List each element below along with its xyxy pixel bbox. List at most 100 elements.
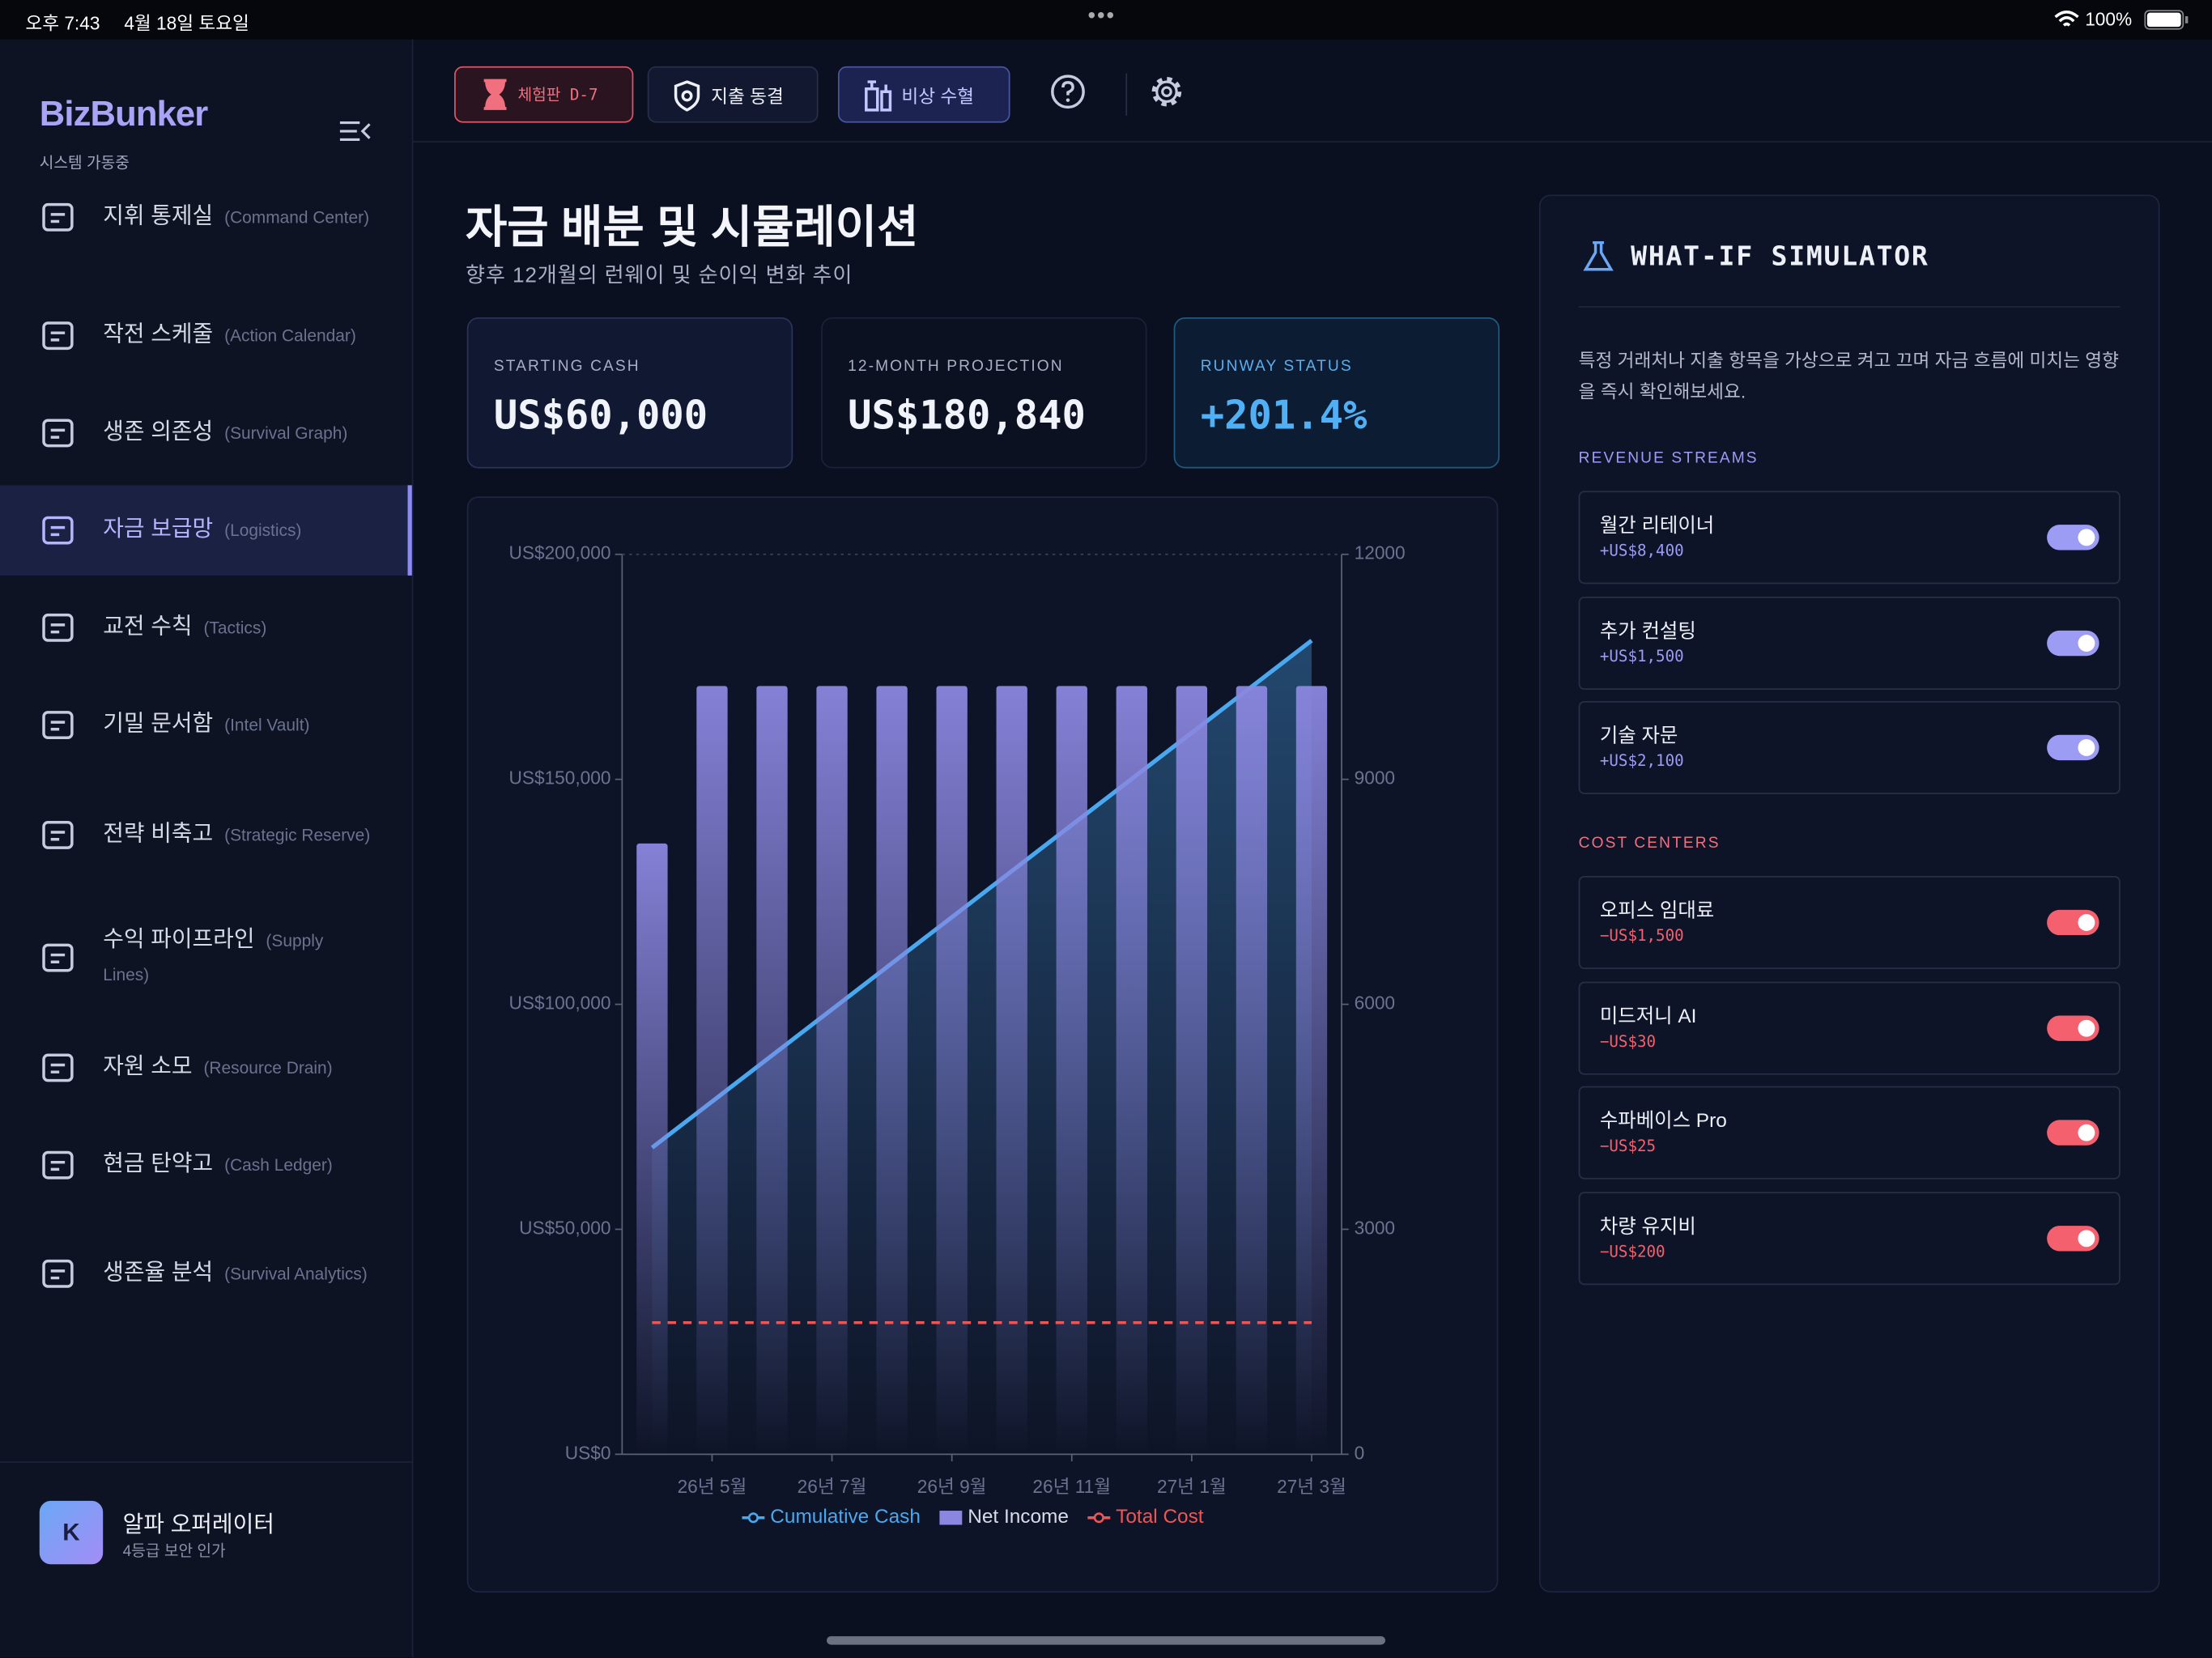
chart-card: US$0 US$50,000 US$100,000 US$150,000 US$200,… <box>466 496 1499 1593</box>
y-tick-label: US$100,000 <box>509 993 611 1014</box>
nav-item[interactable]: 생존 의존성 (Survival Graph) <box>0 388 412 478</box>
nav-label: 자금 보급망 <box>103 517 214 542</box>
toggle[interactable] <box>2047 909 2099 936</box>
time: 오후 7:43 <box>25 12 100 34</box>
kpi-card: RUNWAY STATUS +201.4% <box>1173 317 1500 469</box>
y2-tick-label: 12000 <box>1355 542 1406 563</box>
area <box>652 640 1312 1455</box>
toggle[interactable] <box>2047 1120 2099 1146</box>
legend-label: Cumulative Cash <box>770 1506 921 1528</box>
nav-item[interactable]: 작전 스케줄 (Action Calendar) <box>0 291 412 381</box>
nav-sub: (Logistics) <box>224 520 302 541</box>
y2-tick-label: 0 <box>1355 1442 1365 1463</box>
bar <box>1176 686 1208 1455</box>
bar <box>756 686 788 1455</box>
kpi-value: +201.4% <box>1200 392 1368 439</box>
bar <box>636 843 668 1455</box>
chart: US$0 US$50,000 US$100,000 US$150,000 US$200,… <box>509 542 1406 1528</box>
bar <box>876 686 908 1455</box>
home-indicator <box>827 1636 1385 1645</box>
bar <box>696 686 728 1455</box>
user-name: 알파 오퍼레이터 <box>122 1513 274 1538</box>
x-tick-label: 27년 3월 <box>1277 1476 1346 1497</box>
icon-shape <box>50 953 66 964</box>
toggle[interactable] <box>2047 525 2099 551</box>
nav-item[interactable]: 교전 수칙 (Tactics) <box>0 583 412 674</box>
nav-item[interactable]: 현금 탄약고 (Cash Ledger) <box>0 1120 412 1210</box>
nav-icon <box>42 613 74 642</box>
nav-icon <box>42 821 74 849</box>
toggle[interactable] <box>2047 1225 2099 1251</box>
icon-shape <box>42 419 74 448</box>
nav-item[interactable]: 수익 파이프라인 (Supply Lines) <box>0 912 412 1003</box>
item-name: 오피스 임대료 <box>1599 898 1715 921</box>
icon-shape <box>50 721 66 731</box>
kpi-card: STARTING CASH US$60,000 <box>466 317 793 469</box>
trial-button[interactable]: 체험판 D-7 <box>454 66 634 123</box>
legend-swatch <box>747 1512 759 1524</box>
nav-text: 자원 소모 (Resource Drain) <box>103 1051 371 1085</box>
icon-shape <box>50 1063 66 1073</box>
bar <box>816 686 848 1455</box>
icon-shape <box>50 331 66 342</box>
freeze-button[interactable]: 지출 동결 <box>647 66 819 123</box>
kpi-value: US$60,000 <box>493 392 708 439</box>
infusion-label: 비상 수혈 <box>901 85 975 107</box>
toggle-row: 수파베이스 Pro −US$25 <box>1578 1086 2121 1180</box>
simulator-description: 특정 거래처나 지출 항목을 가상으로 켜고 끄며 자금 흐름에 미치는 영향을… <box>1578 350 2119 402</box>
icon-shape <box>42 613 74 642</box>
nav-icon <box>42 1150 74 1180</box>
nav-text: 작전 스케줄 (Action Calendar) <box>103 319 371 353</box>
nav-sub: (Command Center) <box>224 207 370 227</box>
icon-shape <box>42 202 74 232</box>
toggle-row: 기술 자문 +US$2,100 <box>1578 700 2121 794</box>
nav-text: 수익 파이프라인 (Supply Lines) <box>103 924 371 992</box>
date: 4월 18일 토요일 <box>124 12 249 34</box>
flask-icon <box>1583 240 1614 271</box>
system-status: 시스템 가동중 <box>39 155 130 172</box>
battery-icon <box>2144 10 2189 30</box>
item-amount: −US$1,500 <box>1599 926 1684 946</box>
nav-sub: (Cash Ledger) <box>224 1154 333 1175</box>
icon-shape <box>42 711 74 739</box>
nav-icon <box>42 202 74 232</box>
toggle[interactable] <box>2047 629 2099 656</box>
bar <box>936 686 968 1455</box>
nav-label: 작전 스케줄 <box>103 322 214 347</box>
icon-shape <box>50 831 66 841</box>
cost-title: COST CENTERS <box>1578 835 1721 852</box>
battery-text: 100% <box>2085 8 2133 30</box>
nav-label: 생존 의존성 <box>103 420 214 444</box>
trial-label: 체험판 D-7 <box>517 86 598 104</box>
toggle[interactable] <box>2047 734 2099 761</box>
item-name: 차량 유지비 <box>1599 1214 1696 1237</box>
help-button[interactable] <box>1049 74 1086 110</box>
nav-item[interactable]: 기밀 문서함 (Intel Vault) <box>0 680 412 771</box>
kpi-card: 12-MONTH PROJECTION US$180,840 <box>821 317 1147 469</box>
settings-button[interactable] <box>1148 74 1185 110</box>
nav-item[interactable]: 자원 소모 (Resource Drain) <box>0 1022 412 1113</box>
nav-item[interactable]: 자금 보급망 (Logistics) <box>0 485 412 576</box>
y-tick-label: US$0 <box>565 1442 611 1463</box>
nav-item[interactable]: 지휘 통제실 (Command Center) <box>0 172 412 263</box>
y2-tick-label: 3000 <box>1355 1217 1395 1238</box>
icon-shape <box>50 213 66 223</box>
nav-text: 교전 수칙 (Tactics) <box>103 610 371 644</box>
legend-label: Net Income <box>968 1506 1069 1528</box>
nav-icon <box>42 1259 74 1288</box>
toggle-row: 월간 리테이너 +US$8,400 <box>1578 491 2121 585</box>
icon-shape <box>42 1053 74 1082</box>
divider <box>0 1461 412 1463</box>
icon-shape <box>42 821 74 849</box>
collapse-button[interactable] <box>338 118 372 143</box>
nav-label: 생존율 분석 <box>103 1261 214 1286</box>
toggle[interactable] <box>2047 1014 2099 1040</box>
nav-label: 수익 파이프라인 <box>103 928 255 953</box>
nav-item[interactable]: 생존율 분석 (Survival Analytics) <box>0 1229 412 1320</box>
sidebar: BizBunker 시스템 가동중 지휘 통제실 (Command Center)… <box>0 39 414 1658</box>
icon-shape <box>50 428 66 439</box>
nav-item[interactable]: 전략 비축고 (Strategic Reserve) <box>0 790 412 881</box>
nav-sub: (Survival Analytics) <box>224 1264 368 1284</box>
infusion-button[interactable]: 비상 수혈 <box>837 66 1010 123</box>
